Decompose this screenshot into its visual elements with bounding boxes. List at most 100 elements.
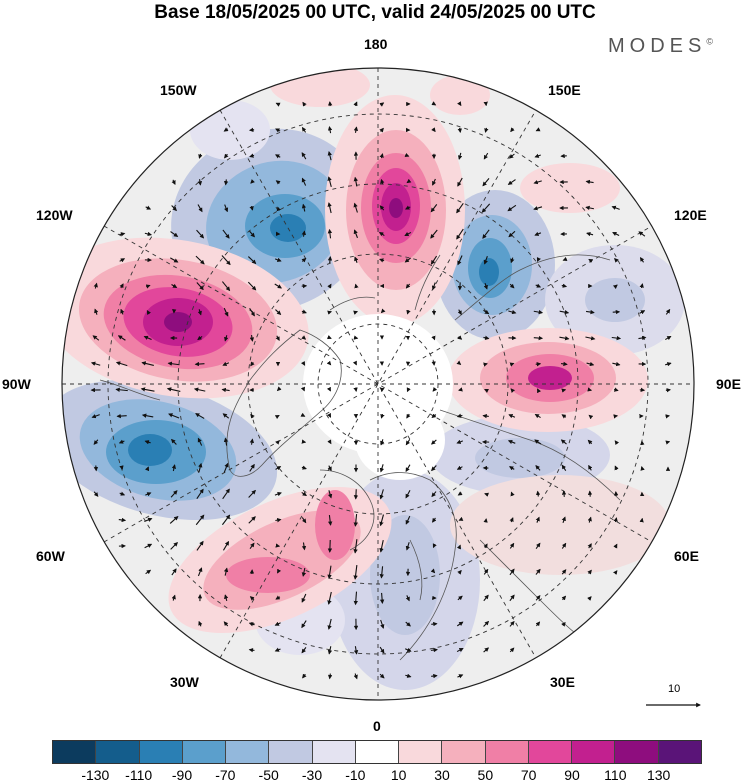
wind-arrow	[327, 673, 333, 680]
wind-arrow	[326, 412, 332, 418]
wind-arrow	[561, 542, 567, 549]
wind-arrow	[301, 620, 307, 629]
wind-arrow	[248, 489, 256, 498]
wind-arrow	[561, 283, 568, 288]
wind-arrow	[586, 231, 594, 237]
wind-arrow	[613, 543, 618, 549]
wind-arrow	[508, 153, 515, 159]
wind-arrow	[379, 514, 385, 527]
wind-arrow	[405, 205, 411, 210]
wind-arrow	[483, 282, 488, 290]
wind-arrow	[406, 387, 411, 393]
wind-arrow	[352, 360, 357, 366]
colorbar-tick-label: -10	[345, 767, 366, 783]
wind-arrow	[380, 308, 386, 314]
wind-arrow	[145, 205, 152, 210]
wind-arrow	[222, 540, 230, 551]
colorbar-labels: -130 -110 -90 -70 -50 -30 -10 10 30 50 70 90 110 130	[52, 767, 702, 783]
lon-label-150w: 150W	[160, 82, 197, 98]
wind-arrow	[353, 126, 359, 133]
wind-arrow	[249, 230, 255, 238]
wind-arrow	[379, 592, 385, 604]
wind-arrow	[197, 567, 203, 577]
wind-arrow	[508, 230, 516, 238]
wind-arrow	[456, 413, 463, 418]
wind-arrow	[119, 283, 124, 289]
wind-arrow	[638, 335, 647, 341]
wind-arrow	[560, 439, 567, 445]
wind-arrow	[614, 257, 619, 263]
wind-arrow	[431, 127, 436, 133]
wind-arrow	[404, 647, 412, 652]
brand-name: MODES	[608, 35, 707, 57]
wind-arrow	[614, 465, 619, 471]
wind-arrow	[561, 621, 566, 627]
wind-arrow	[145, 492, 152, 497]
wind-arrow	[195, 255, 205, 265]
wind-arrow	[301, 230, 307, 237]
wind-arrow	[118, 439, 125, 444]
wind-arrow	[507, 179, 516, 185]
wind-arrow	[431, 335, 436, 341]
wind-arrow	[432, 543, 437, 549]
wind-arrow	[274, 257, 282, 262]
wind-arrow	[535, 516, 540, 523]
wind-arrow	[405, 489, 411, 499]
colorbar-tick-label: -90	[171, 767, 193, 783]
colorbar-tick-label: 90	[564, 767, 580, 783]
wind-arrow	[537, 388, 542, 394]
colorbar-tick-label: -130	[81, 767, 110, 783]
colorbar-segment	[528, 741, 573, 763]
wind-arrow	[509, 466, 515, 471]
wind-arrow	[326, 386, 331, 392]
wind-arrow	[533, 180, 542, 185]
wind-arrow	[300, 360, 306, 366]
wind-arrow	[275, 335, 280, 342]
wind-arrow	[380, 178, 385, 185]
wind-arrow	[585, 205, 594, 211]
wind-arrow	[432, 517, 437, 523]
wind-arrow	[249, 596, 255, 601]
wind-arrow	[457, 569, 462, 575]
colorbar-segment	[658, 741, 701, 763]
wind-arrow	[327, 618, 332, 630]
wind-arrow	[326, 335, 332, 340]
wind-arrow	[405, 621, 411, 627]
lon-label-90w: 90W	[2, 376, 31, 392]
wind-arrow	[535, 283, 542, 288]
wind-arrow	[170, 257, 179, 263]
wind-arrow	[457, 101, 462, 107]
wind-arrow	[405, 464, 411, 473]
wind-arrow	[222, 361, 230, 366]
wind-arrow	[533, 309, 544, 315]
wind-arrow	[195, 514, 205, 526]
colorbar-segment	[269, 741, 313, 763]
wind-arrow	[613, 517, 618, 523]
wind-arrow	[301, 439, 307, 444]
wind-arrow	[405, 439, 411, 446]
wind-arrow	[638, 231, 646, 237]
colorbar-tick-label: 110	[604, 767, 627, 783]
wind-arrow	[509, 517, 514, 523]
wind-arrow	[170, 490, 178, 498]
wind-arrow	[665, 308, 671, 315]
colorbar-tick-label: 30	[434, 767, 450, 783]
wind-arrow	[587, 387, 593, 392]
wind-arrow	[483, 256, 488, 265]
colorbar-segment	[572, 741, 616, 763]
wind-arrow	[275, 128, 281, 133]
brand-mark: ©	[706, 36, 713, 47]
colorbar-segment	[226, 741, 270, 763]
wind-arrow	[431, 491, 437, 498]
wind-arrow	[221, 255, 231, 266]
wind-arrow	[405, 673, 412, 678]
wind-arrow	[379, 127, 384, 133]
polar-map	[61, 67, 695, 701]
wind-arrow	[534, 153, 541, 158]
wind-arrow	[197, 335, 203, 341]
lon-label-120w: 120W	[36, 207, 73, 223]
wind-arrow	[405, 595, 410, 602]
wind-arrow	[665, 440, 671, 445]
wind-arrow	[275, 466, 282, 471]
wind-arrow	[561, 595, 567, 601]
